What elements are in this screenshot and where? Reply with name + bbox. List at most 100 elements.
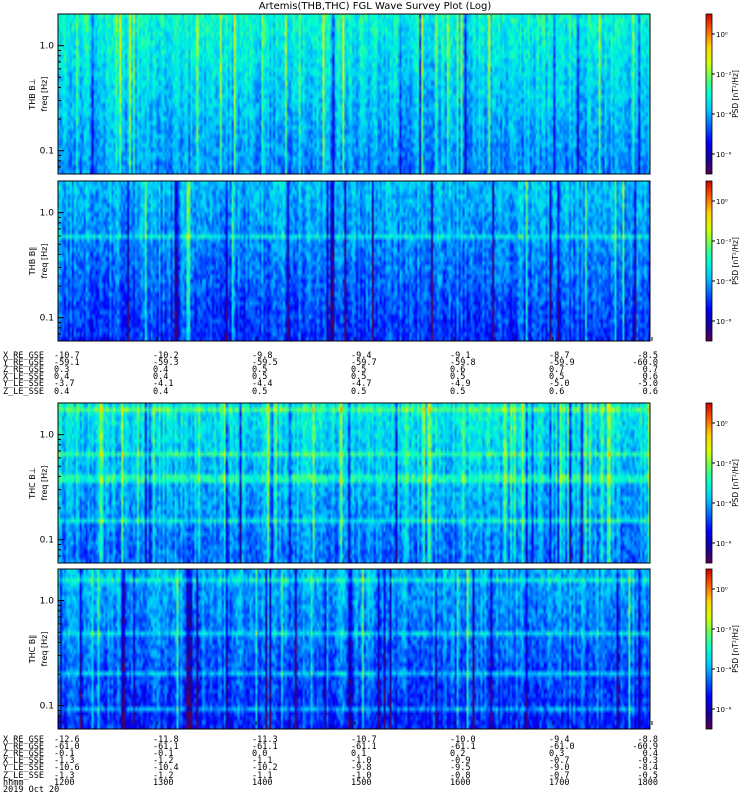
orbit-value: -1.0 xyxy=(351,770,372,781)
colorbar-label: PSD [nT²/Hz] xyxy=(731,625,740,673)
orbit-value: -10.4 xyxy=(153,763,179,774)
orbit-value: 1600 xyxy=(450,777,471,788)
orbit-row-label: Z_LE_SSE xyxy=(3,386,44,397)
orbit-value: -61.1 xyxy=(351,742,377,753)
orbit-value: -59.7 xyxy=(351,358,377,369)
spectrogram-heatmap xyxy=(58,569,650,729)
orbit-value: -59.3 xyxy=(153,358,179,369)
orbit-value: 1800 xyxy=(637,777,658,788)
orbit-value: -11.8 xyxy=(153,735,179,745)
orbit-value: -10.6 xyxy=(54,763,80,774)
orbit-value: -59.9 xyxy=(549,358,575,369)
y-axis-label: THC B⊥ xyxy=(28,467,37,500)
colorbar-tick-label: 10⁰ xyxy=(716,31,728,39)
y-tick-label: 0.1 xyxy=(40,147,54,157)
orbit-value: -0.1 xyxy=(54,749,75,760)
orbit-value: -9.0 xyxy=(549,763,570,774)
orbit-value: 0.5 xyxy=(252,372,268,383)
orbit-value: 0.2 xyxy=(450,749,466,760)
orbit-value: -9.1 xyxy=(450,351,471,361)
orbit-value: 0.5 xyxy=(450,372,466,383)
orbit-value: 0.5 xyxy=(252,386,268,397)
orbit-value: -59.5 xyxy=(252,358,278,369)
colorbar-tick-label: 10⁻⁶ xyxy=(716,318,732,326)
orbit-row-label: 2019 Oct 20 xyxy=(3,784,60,795)
orbit-value: -4.9 xyxy=(450,379,471,390)
orbit-value: -60.9 xyxy=(632,742,658,753)
orbit-value: 0.6 xyxy=(642,372,658,383)
orbit-value: -10.0 xyxy=(450,735,476,745)
orbit-value: 1400 xyxy=(252,777,273,788)
orbit-value: -9.4 xyxy=(549,735,570,745)
y-tick-label: 0.1 xyxy=(40,702,54,712)
orbit-value: -0.7 xyxy=(549,756,570,767)
orbit-row-label: Y_LE_SSE xyxy=(3,379,44,390)
orbit-value: -1.2 xyxy=(153,770,174,781)
orbit-value: -9.5 xyxy=(450,763,471,774)
orbit-value: 0.4 xyxy=(153,365,169,376)
orbit-value: 0.0 xyxy=(252,749,268,760)
y-axis-unit-label: freq [Hz] xyxy=(40,77,49,112)
orbit-value: -1.3 xyxy=(54,770,75,781)
y-axis-label: THB B∥ xyxy=(28,247,37,276)
orbit-value: -4.7 xyxy=(351,379,372,390)
colorbar-label: PSD [nT²/Hz] xyxy=(731,237,740,285)
orbit-row-label: Z_RE_GSE xyxy=(3,749,44,760)
orbit-value: 0.4 xyxy=(153,386,169,397)
orbit-value: -5.0 xyxy=(549,379,570,390)
spectrogram-heatmap xyxy=(58,14,650,174)
orbit-value: 0.5 xyxy=(351,386,367,397)
panel-frame xyxy=(57,402,651,564)
y-tick-label: 1.0 xyxy=(40,42,55,52)
colorbar-tick-label: 10⁻⁶ xyxy=(716,151,732,159)
colorbar xyxy=(705,402,713,564)
orbit-value: 0.5 xyxy=(351,365,367,376)
colorbar-tick-label: 10⁰ xyxy=(716,198,728,206)
orbit-value: -4.4 xyxy=(252,379,273,390)
colorbar-tick-label: 10⁻⁴ xyxy=(716,500,732,508)
orbit-value: -10.2 xyxy=(252,763,278,774)
orbit-value: -8.7 xyxy=(549,351,570,361)
orbit-value: -61.1 xyxy=(450,742,476,753)
orbit-value: -0.7 xyxy=(549,770,570,781)
orbit-row-label: Y_LE_SSE xyxy=(3,763,44,774)
orbit-value: -10.7 xyxy=(351,735,377,745)
orbit-value: -9.8 xyxy=(252,351,273,361)
orbit-value: -0.1 xyxy=(153,749,174,760)
panel-frame xyxy=(57,13,651,175)
orbit-value: -1.3 xyxy=(54,756,75,767)
orbit-value: -12.6 xyxy=(54,735,80,745)
orbit-value: -0.9 xyxy=(450,756,471,767)
orbit-value: 0.6 xyxy=(549,386,565,397)
y-axis-label: THC B∥ xyxy=(28,635,37,665)
orbit-value: -5.0 xyxy=(637,379,658,390)
orbit-value: -1.2 xyxy=(153,756,174,767)
orbit-value: -1.1 xyxy=(252,756,273,767)
orbit-value: -59.8 xyxy=(450,358,476,369)
y-tick-label: 1.0 xyxy=(40,431,55,441)
orbit-value: -61.1 xyxy=(252,742,278,753)
colorbar-tick-label: 10⁻⁴ xyxy=(716,111,732,119)
orbit-row-label: Z_LE_SSE xyxy=(3,770,44,781)
y-tick-label: 1.0 xyxy=(40,209,55,219)
orbit-row-label: X_LE_SSE xyxy=(3,756,44,767)
spectrogram-heatmap xyxy=(58,403,650,563)
orbit-value: 1300 xyxy=(153,777,174,788)
spectrogram-heatmap xyxy=(58,181,650,341)
colorbar xyxy=(705,568,713,730)
y-axis-label: THB B⊥ xyxy=(28,78,37,110)
y-axis-unit-label: freq [Hz] xyxy=(40,244,49,279)
orbit-value: 0.1 xyxy=(351,749,367,760)
colorbar-tick-label: 10⁻² xyxy=(716,71,732,79)
colorbar-tick-label: 10⁻⁶ xyxy=(716,540,732,548)
orbit-value: 0.5 xyxy=(252,365,268,376)
orbit-value: -61.0 xyxy=(54,742,80,753)
page-title: Artemis(THB,THC) FGL Wave Survey Plot (L… xyxy=(258,1,492,12)
colorbar-tick-label: 10⁻⁴ xyxy=(716,666,732,674)
orbit-value: 0.5 xyxy=(351,372,367,383)
orbit-value: -8.5 xyxy=(637,351,658,361)
orbit-value: -0.3 xyxy=(637,756,658,767)
orbit-value: 0.5 xyxy=(549,372,565,383)
orbit-value: 0.6 xyxy=(642,386,658,397)
